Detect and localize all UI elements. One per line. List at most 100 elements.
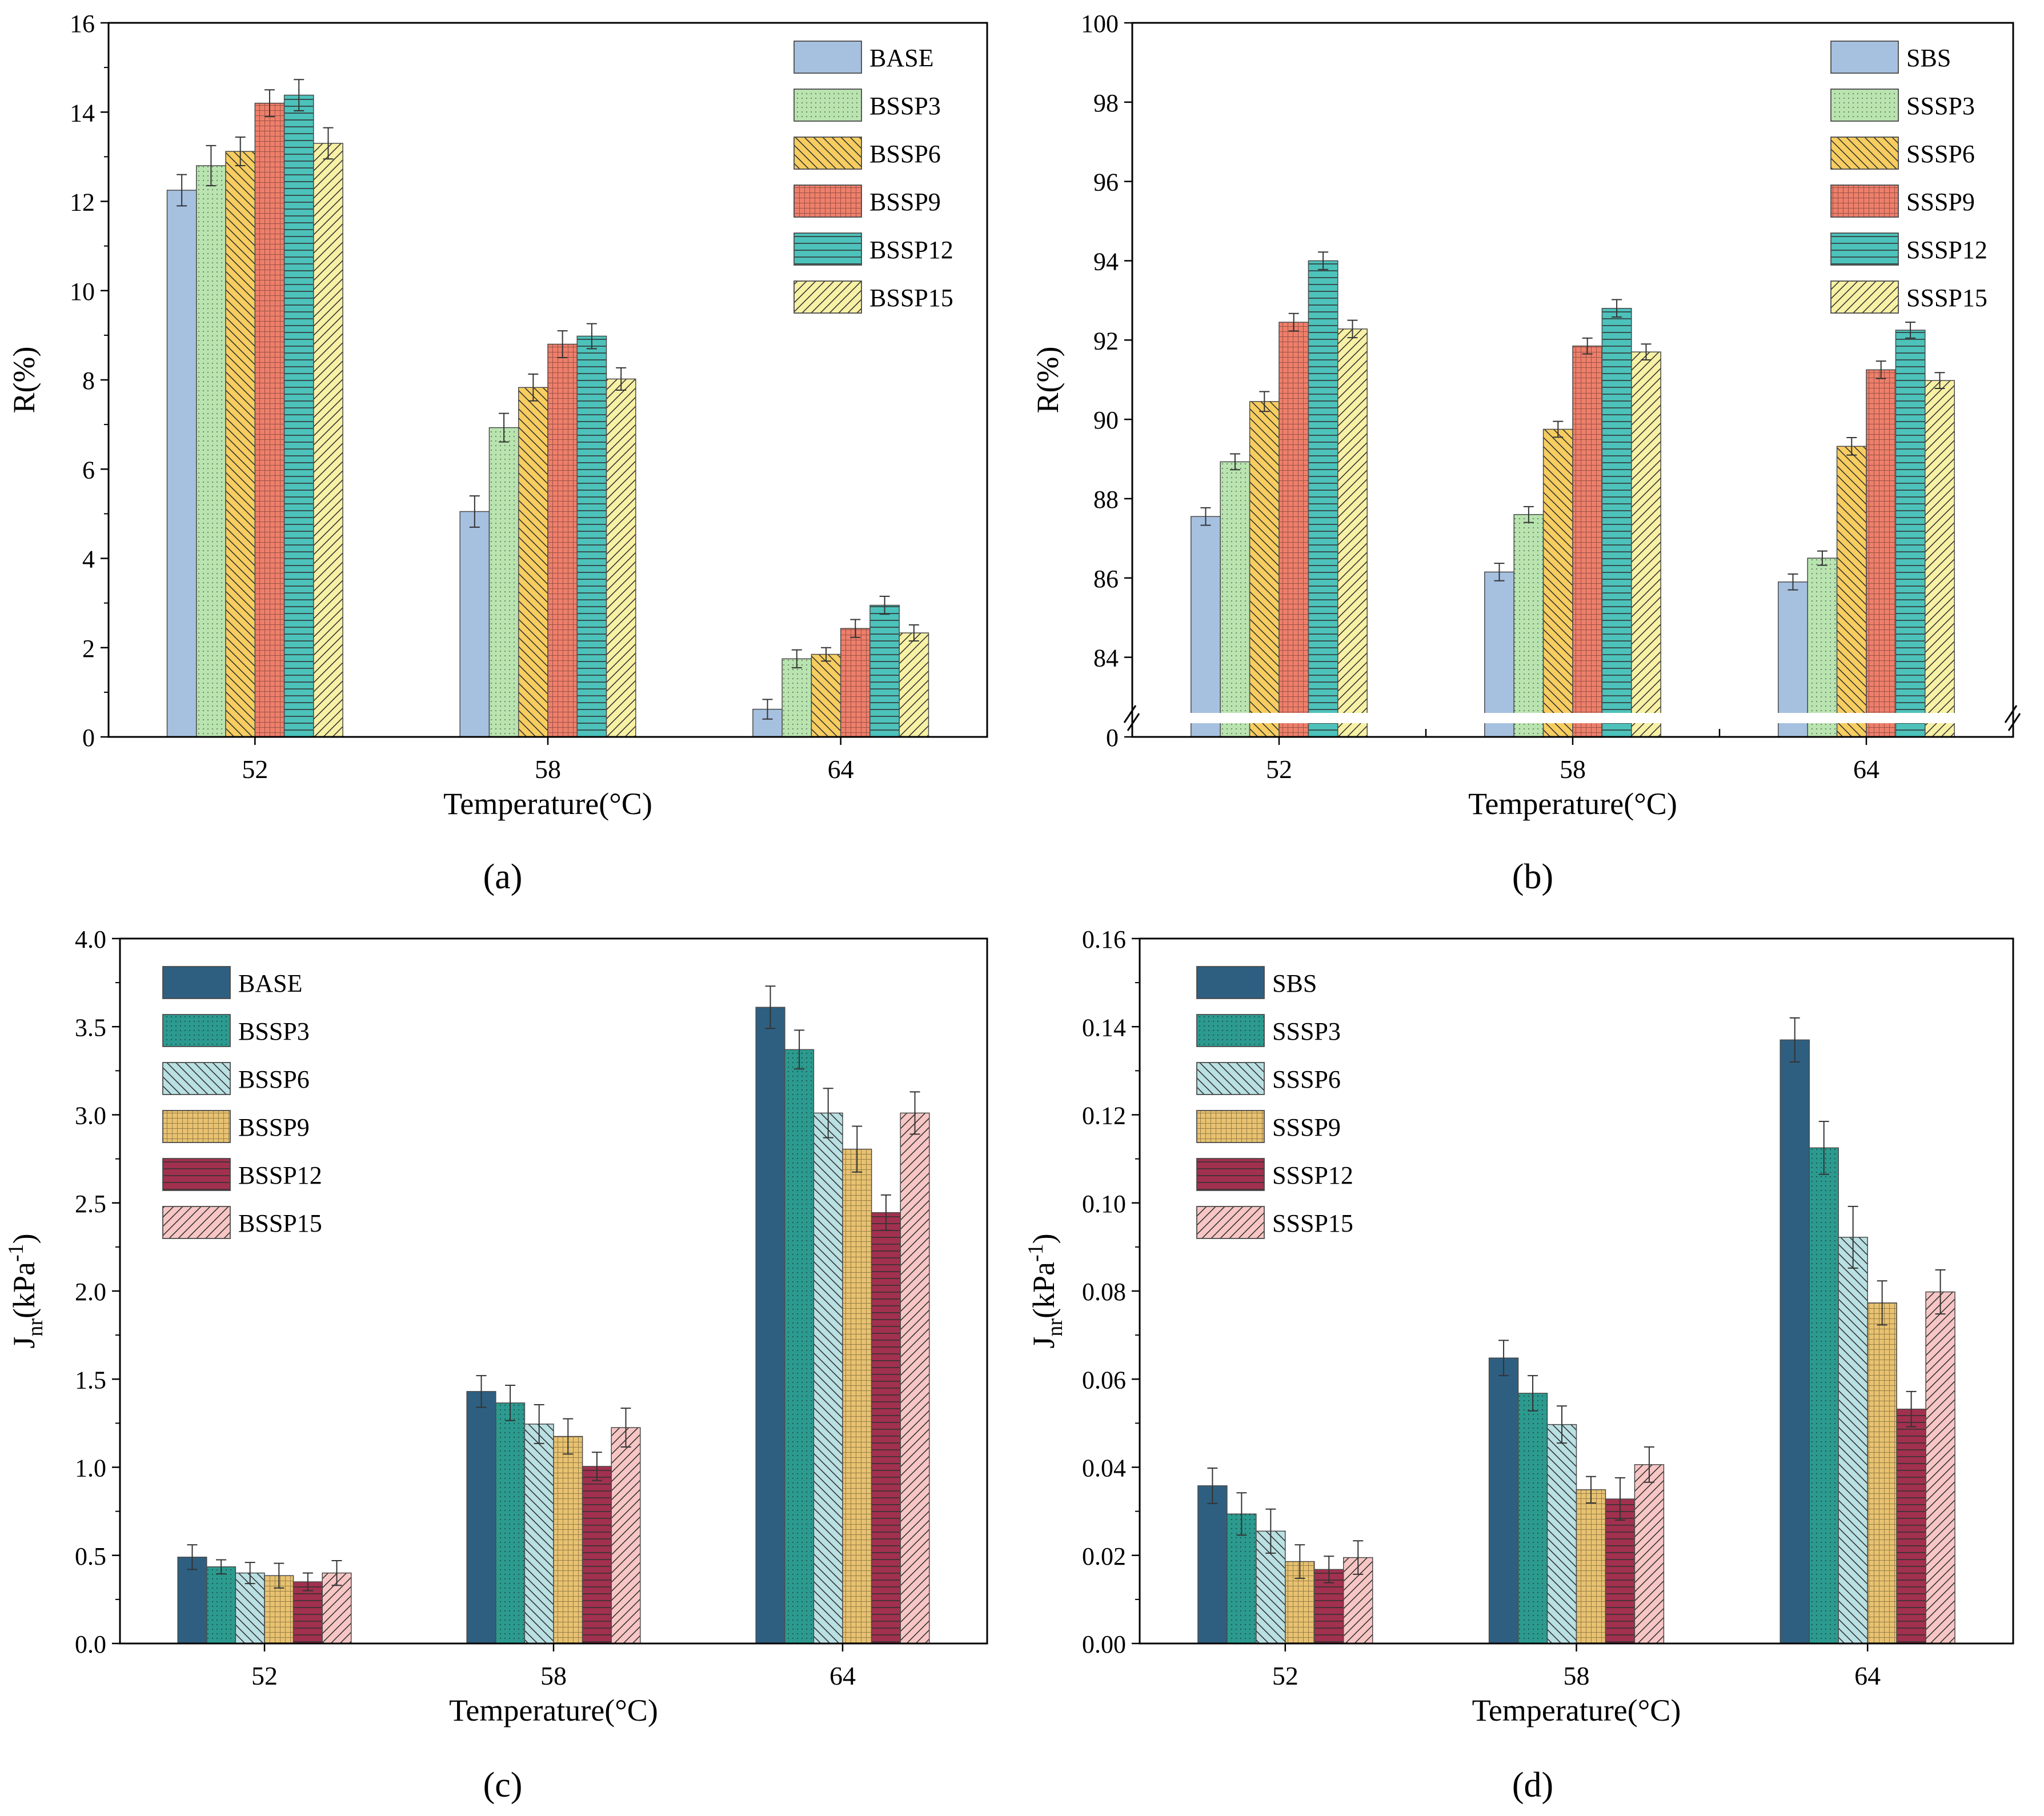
bar-BSSP9-58 xyxy=(553,1436,583,1644)
bar-BSSP3-64 xyxy=(784,1049,815,1644)
y-tick-label: 88 xyxy=(1093,486,1119,514)
legend-label-SSSP9: SSSP9 xyxy=(1272,1113,1341,1141)
bar-BSSP15-64 xyxy=(900,1112,930,1644)
y-tick-label: 0 xyxy=(82,724,95,752)
error-bar-BSSP6-64 xyxy=(821,647,832,662)
error-bar-SSSP6-58 xyxy=(1553,420,1564,438)
error-bar-BSSP3-58 xyxy=(499,412,510,443)
bar-SSSP15-64 xyxy=(1925,380,1955,737)
error-bar-SSSP6-64 xyxy=(1847,1205,1858,1269)
legend-swatch-SSSP6 xyxy=(1196,1062,1265,1095)
error-bar-BSSP15-64 xyxy=(909,1091,920,1135)
error-bar-BASE-52 xyxy=(177,174,187,207)
legend-label-BSSP3: BSSP3 xyxy=(869,92,941,120)
panel-label-a: (a) xyxy=(483,857,523,896)
bar-SSSP9-64 xyxy=(1867,1302,1897,1644)
bar-BSSP15-58 xyxy=(606,378,636,737)
bar-SSSP6-64 xyxy=(1838,1237,1868,1644)
legend-label-BSSP12: BSSP12 xyxy=(238,1161,322,1189)
error-bar-BSSP3-52 xyxy=(216,1559,227,1575)
error-bar-BSSP6-64 xyxy=(823,1088,833,1138)
error-bar-SSSP3-64 xyxy=(1818,1121,1829,1175)
bar-BSSP9-52 xyxy=(254,102,285,737)
error-bar-BSSP3-58 xyxy=(505,1385,516,1421)
legend-swatch-SBS xyxy=(1830,41,1899,74)
error-bar-SSSP6-52 xyxy=(1265,1508,1276,1554)
legend-label-BASE: BASE xyxy=(869,44,933,72)
bar-BSSP12-58 xyxy=(582,1466,612,1644)
y-tick-label: 1.5 xyxy=(75,1366,106,1394)
legend-swatch-SSSP12 xyxy=(1196,1158,1265,1191)
error-bar-SSSP15-58 xyxy=(1641,343,1652,360)
y-tick-label: 0 xyxy=(1106,724,1119,752)
legend-label-BASE: BASE xyxy=(238,969,302,997)
bar-SSSP15-52 xyxy=(1337,328,1368,737)
bar-BSSP12-64 xyxy=(871,1212,901,1644)
bar-SSSP6-52 xyxy=(1249,401,1280,737)
y-tick-label: 0.0 xyxy=(75,1630,106,1658)
legend-label-SSSP12: SSSP12 xyxy=(1272,1161,1353,1189)
error-bar-SSSP15-64 xyxy=(1935,1269,1946,1315)
panel-label-b: (b) xyxy=(1512,857,1553,896)
y-tick-label: 94 xyxy=(1093,247,1119,275)
x-tick-label: 58 xyxy=(1564,1661,1590,1690)
y-tick-label: 1.0 xyxy=(75,1454,106,1482)
y-tick-label: 4.0 xyxy=(75,925,106,953)
x-tick-label: 52 xyxy=(1272,1661,1298,1690)
bar-SSSP3-64 xyxy=(1809,1147,1839,1644)
error-bar-SSSP12-58 xyxy=(1612,299,1622,318)
y-tick-label: 0.10 xyxy=(1082,1190,1126,1218)
bar-SSSP12-64 xyxy=(1895,330,1926,737)
legend-label-SSSP6: SSSP6 xyxy=(1272,1065,1341,1093)
y-tick-label: 0.5 xyxy=(75,1542,106,1570)
bar-SSSP3-58 xyxy=(1513,514,1544,737)
bar-SSSP9-52 xyxy=(1278,322,1309,737)
panel-label-d: (d) xyxy=(1512,1766,1553,1805)
bar-SSSP9-58 xyxy=(1572,345,1603,737)
error-bar-SSSP6-52 xyxy=(1259,391,1270,412)
axis-break-mark xyxy=(1123,705,1140,731)
error-bar-SSSP15-52 xyxy=(1353,1540,1364,1575)
error-bar-SSSP12-52 xyxy=(1324,1556,1334,1584)
bar-BSSP12-52 xyxy=(283,94,314,737)
y-tick-label: 4 xyxy=(82,546,95,574)
error-bar-BSSP6-52 xyxy=(245,1562,255,1585)
bar-SSSP9-64 xyxy=(1866,369,1897,737)
error-bar-SBS-58 xyxy=(1494,563,1505,582)
x-tick-label: 64 xyxy=(828,755,854,784)
y-tick-label: 0.16 xyxy=(1082,925,1126,953)
bar-SSSP15-58 xyxy=(1634,1464,1665,1644)
bar-BASE-52 xyxy=(166,190,197,737)
error-bar-BSSP3-52 xyxy=(206,145,217,187)
bar-BSSP12-64 xyxy=(869,604,900,737)
y-tick-label: 96 xyxy=(1093,169,1119,197)
y-tick-label: 100 xyxy=(1081,10,1119,38)
bar-SSSP6-58 xyxy=(1546,1424,1577,1644)
error-bar-BSSP12-64 xyxy=(880,1194,891,1231)
bar-BSSP15-52 xyxy=(313,143,343,737)
x-tick-label: 64 xyxy=(1854,1661,1881,1690)
bar-BSSP6-58 xyxy=(518,387,548,737)
y-tick-label: 0.00 xyxy=(1082,1630,1126,1658)
legend-swatch-SSSP9 xyxy=(1830,185,1899,218)
bar-SBS-64 xyxy=(1780,1039,1810,1644)
bar-BASE-58 xyxy=(459,511,490,737)
bar-BASE-52 xyxy=(177,1557,207,1644)
error-bar-SBS-52 xyxy=(1200,507,1211,526)
bar-BSSP9-58 xyxy=(547,343,578,737)
y-tick-label: 8 xyxy=(82,367,95,395)
y-tick-label: 98 xyxy=(1093,89,1119,117)
bar-BASE-64 xyxy=(755,1007,785,1644)
legend-swatch-BSSP3 xyxy=(162,1014,231,1047)
bar-SSSP6-64 xyxy=(1836,446,1867,737)
y-tick-label: 0.12 xyxy=(1082,1102,1126,1130)
error-bar-BSSP12-52 xyxy=(294,79,304,111)
x-tick-label: 52 xyxy=(1266,755,1292,784)
error-bar-BSSP3-64 xyxy=(791,649,802,668)
y-tick-label: 2.5 xyxy=(75,1190,106,1218)
error-bar-SSSP3-58 xyxy=(1528,1375,1538,1412)
error-bar-SSSP3-64 xyxy=(1817,550,1827,566)
error-bar-BSSP9-52 xyxy=(274,1562,284,1589)
legend-label-BSSP6: BSSP6 xyxy=(238,1065,310,1093)
